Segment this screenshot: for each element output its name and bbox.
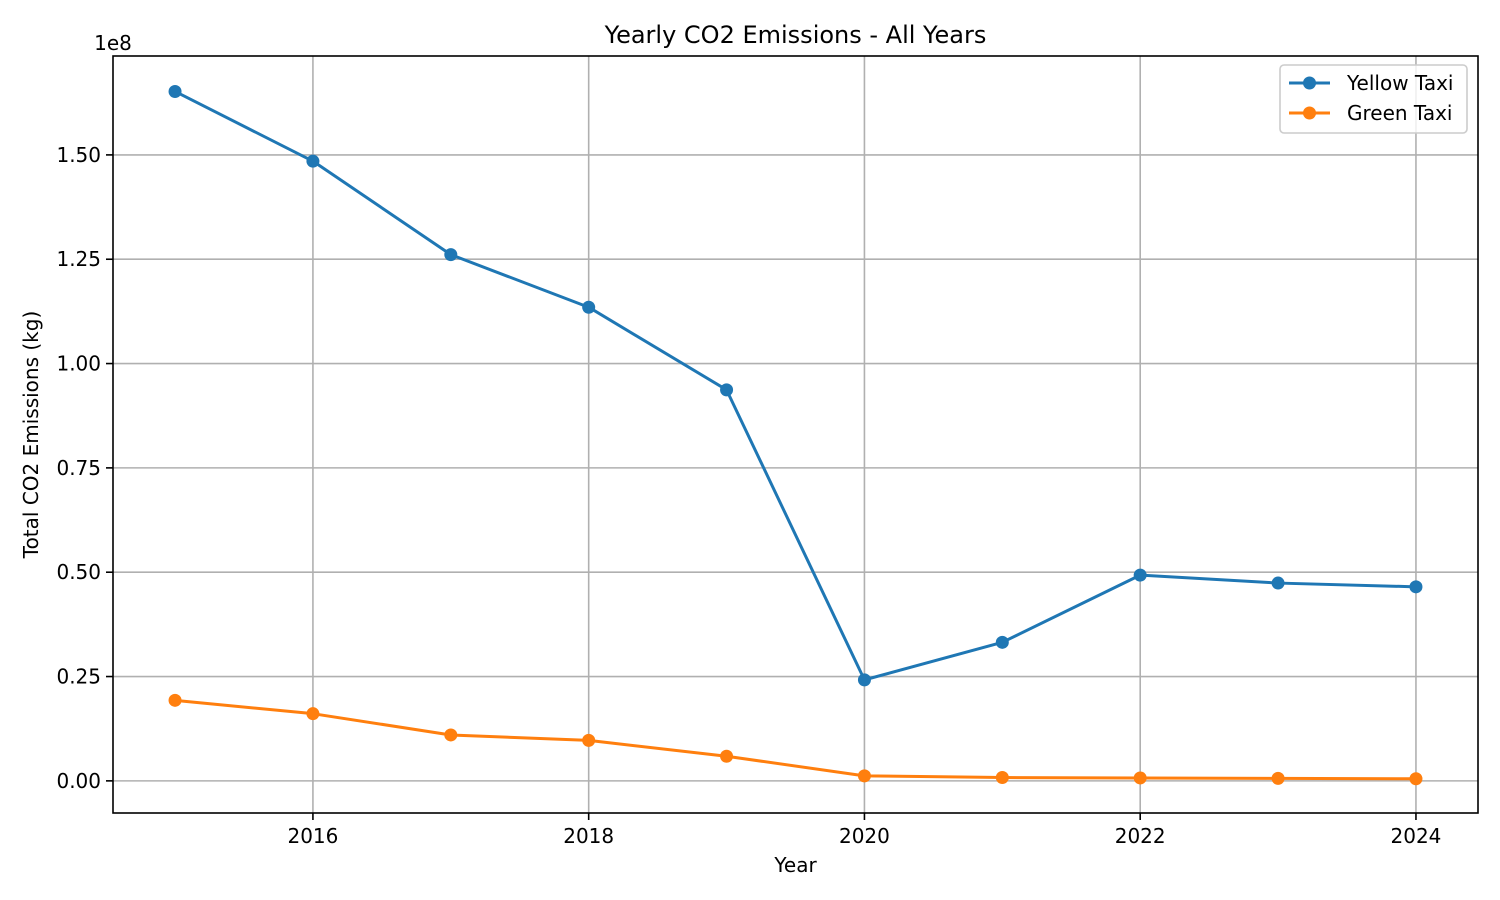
x-tick-label: 2016 [287, 824, 338, 848]
data-point [444, 728, 458, 742]
data-point [720, 383, 734, 397]
x-axis: 2016 2018 2020 2022 2024 [287, 813, 1441, 848]
legend-marker [1303, 106, 1316, 120]
data-point [168, 693, 182, 707]
x-tick-label: 2024 [1391, 824, 1442, 848]
series-layer [168, 84, 1423, 786]
y-tick-label: 0.75 [56, 456, 101, 480]
legend-item: Green Taxi [1289, 101, 1452, 125]
series-line [173, 698, 1418, 781]
data-point [444, 248, 458, 262]
series-line [173, 89, 1418, 682]
chart-title: Yearly CO2 Emissions - All Years [604, 21, 987, 49]
legend-label: Green Taxi [1347, 101, 1452, 125]
data-point [995, 635, 1009, 649]
y-axis: 0.00 0.25 0.50 0.75 1.00 1.25 1.50 [56, 143, 113, 793]
data-point [857, 769, 871, 783]
y-tick-label: 1.25 [56, 247, 101, 271]
data-point [582, 733, 596, 747]
axes-frame [112, 55, 1479, 814]
data-point [857, 673, 871, 687]
y-tick-label: 0.00 [56, 769, 101, 793]
data-point [1133, 568, 1147, 582]
y-axis-offset-label: 1e8 [94, 31, 132, 55]
data-point [1409, 772, 1423, 786]
data-point [720, 749, 734, 763]
data-point [995, 771, 1009, 785]
data-point [582, 300, 596, 314]
data-point [1133, 771, 1147, 785]
legend-item: Yellow Taxi [1289, 71, 1453, 95]
x-tick-label: 2020 [839, 824, 890, 848]
data-point [1271, 771, 1285, 785]
y-tick-label: 0.25 [56, 665, 101, 689]
data-point [1271, 576, 1285, 590]
data-point [306, 154, 320, 168]
y-axis-label: Total CO2 Emissions (kg) [19, 311, 43, 560]
data-point [1409, 580, 1423, 594]
x-axis-label: Year [773, 853, 817, 877]
legend-marker [1303, 76, 1316, 90]
y-tick-label: 0.50 [56, 560, 101, 584]
y-tick-label: 1.50 [56, 143, 101, 167]
x-tick-label: 2018 [563, 824, 614, 848]
legend-label: Yellow Taxi [1346, 71, 1453, 95]
series-yellow-taxi [168, 84, 1423, 687]
x-tick-label: 2022 [1115, 824, 1166, 848]
data-point [306, 707, 320, 721]
series-green-taxi [168, 693, 1423, 786]
data-point [168, 84, 182, 98]
grid-lines [113, 56, 1478, 813]
y-tick-label: 1.00 [56, 352, 101, 376]
legend: Yellow Taxi Green Taxi [1279, 64, 1468, 134]
